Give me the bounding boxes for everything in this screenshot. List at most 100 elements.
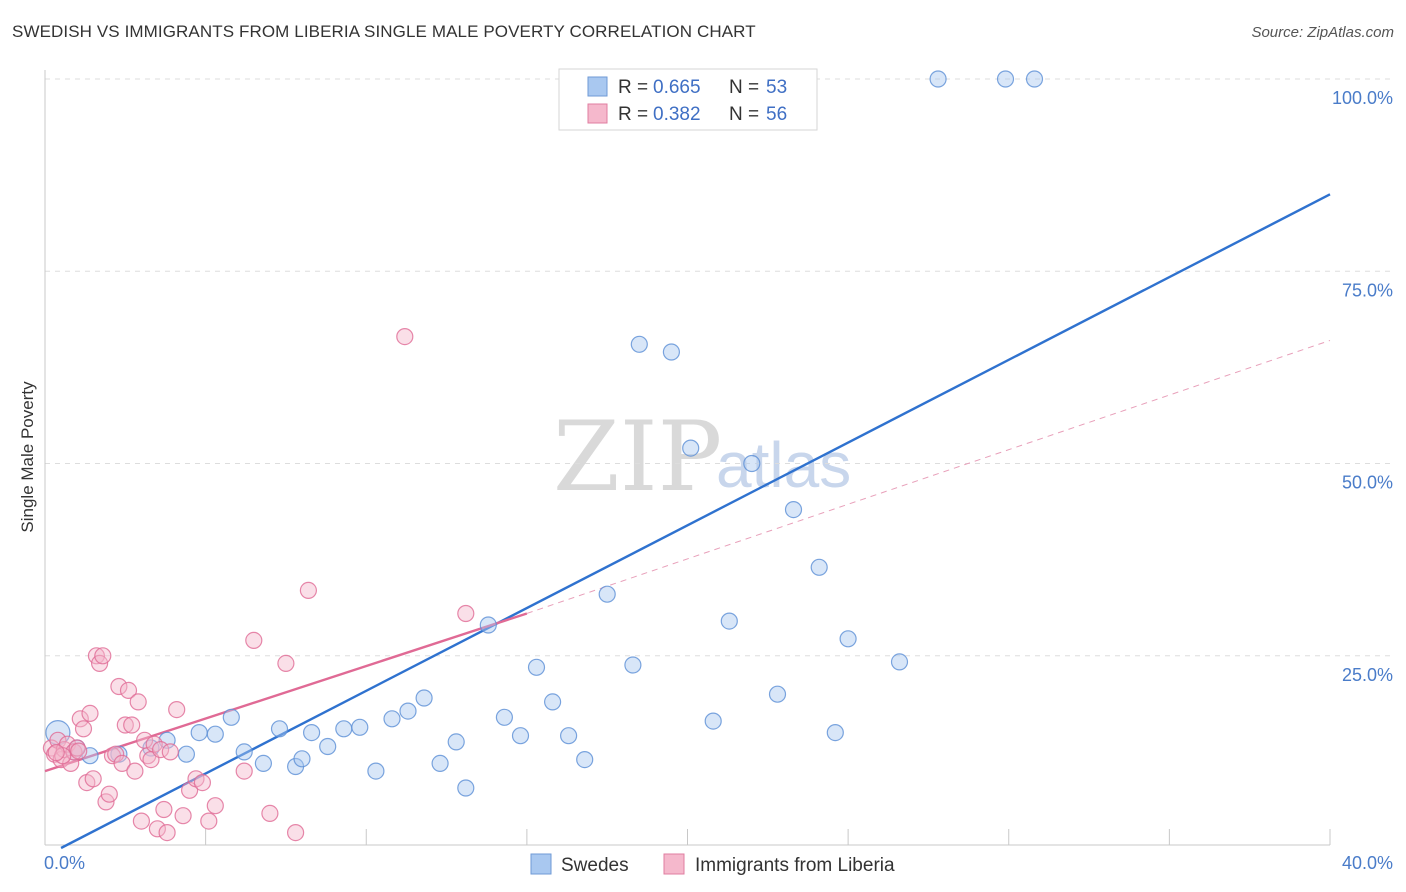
swedes-point-21 (415, 689, 433, 707)
swedes-point-23 (447, 733, 465, 751)
swedes-point-36 (682, 439, 700, 457)
swedes-point-19 (383, 710, 401, 728)
swedes-point-7 (190, 723, 208, 742)
liberia-point-39 (174, 807, 192, 825)
legend-n-label-liberia: N = (729, 104, 759, 125)
liberia-point-24 (119, 681, 138, 700)
legend-swatch-swedes (587, 76, 608, 97)
liberia-point-48 (277, 654, 295, 673)
liberia-point-54 (70, 742, 88, 760)
correlation-legend: R = 0.665 N = 53 R = 0.382 N = 56 (558, 68, 818, 131)
swedes-point-48 (929, 70, 947, 88)
swedes-point-45 (826, 723, 844, 742)
y-tick-label-100: 100.0% (1332, 88, 1393, 108)
y-tick-label-75: 75.0% (1342, 280, 1393, 300)
x-axis-ticks: 0.0% 40.0% (44, 829, 1393, 873)
liberia-point-16 (94, 647, 112, 665)
swedes-point-35 (662, 343, 681, 361)
swedes-point-33 (624, 656, 642, 674)
bottom-legend-label-swedes: Swedes (561, 855, 629, 876)
swedes-point-40 (743, 454, 761, 473)
swedes-point-18 (367, 762, 385, 780)
liberia-point-37 (161, 743, 179, 761)
swedes-point-12 (270, 720, 289, 738)
liberia-point-9 (71, 710, 89, 728)
swedes-point-8 (206, 725, 224, 743)
swedes-point-20 (399, 702, 417, 720)
swedes-point-28 (527, 658, 546, 676)
x-tick-label-0: 0.0% (44, 853, 85, 873)
legend-r-value-liberia: 0.382 (653, 104, 701, 125)
liberia-point-42 (193, 773, 211, 792)
y-axis-tick-labels: 25.0% 50.0% 75.0% 100.0% (1332, 88, 1393, 685)
swedes-point-17 (351, 718, 369, 736)
swedes-point-15 (319, 737, 337, 756)
y-axis-label: Single Male Poverty (18, 381, 37, 533)
liberia-point-43 (200, 812, 218, 830)
swedes-point-49 (996, 70, 1015, 88)
legend-n-label-swedes: N = (729, 77, 759, 98)
legend-swatch-liberia (587, 103, 608, 124)
liberia-point-45 (235, 762, 253, 780)
liberia-point-25 (123, 716, 141, 734)
data-points (42, 70, 1044, 842)
swedes-point-9 (222, 708, 240, 726)
swedes-point-51 (293, 750, 311, 768)
liberia-point-13 (84, 770, 102, 788)
y-tick-label-25: 25.0% (1342, 665, 1393, 685)
liberia-trend-extension (526, 339, 1331, 614)
liberia-point-47 (261, 804, 279, 823)
liberia-trend-line (44, 612, 528, 773)
watermark-atlas: atlas (716, 429, 851, 501)
liberia-point-12 (81, 704, 99, 723)
swedes-point-30 (559, 727, 578, 745)
swedes-point-16 (335, 720, 353, 738)
liberia-point-23 (116, 716, 134, 734)
swedes-point-42 (768, 685, 787, 703)
legend-r-label-liberia: R = (618, 104, 648, 125)
liberia-point-38 (168, 700, 186, 719)
legend-n-value-liberia: 56 (766, 104, 787, 125)
trend-lines (44, 193, 1331, 850)
liberia-point-27 (129, 693, 147, 711)
swedes-point-44 (810, 558, 828, 576)
liberia-point-20 (107, 745, 125, 763)
liberia-point-55 (47, 743, 65, 762)
liberia-point-49 (287, 823, 305, 842)
bottom-legend-label-liberia: Immigrants from Liberia (695, 855, 895, 876)
swedes-point-22 (431, 754, 449, 773)
swedes-point-27 (511, 727, 530, 745)
liberia-point-50 (299, 581, 317, 600)
swedes-point-46 (839, 630, 857, 648)
liberia-point-36 (158, 823, 176, 842)
swedes-point-47 (890, 653, 909, 671)
chart-title: SWEDISH VS IMMIGRANTS FROM LIBERIA SINGL… (12, 22, 756, 41)
swedes-trend-line (60, 193, 1331, 850)
swedes-point-32 (598, 585, 616, 603)
bottom-legend-swatch-liberia (663, 853, 685, 875)
legend-n-value-swedes: 53 (766, 77, 787, 98)
liberia-point-52 (457, 604, 475, 623)
swedes-point-39 (720, 612, 738, 630)
swedes-point-11 (254, 754, 272, 773)
liberia-point-51 (396, 328, 414, 346)
swedes-point-43 (784, 501, 803, 519)
swedes-point-6 (177, 745, 195, 763)
liberia-point-35 (155, 800, 173, 819)
liberia-point-21 (110, 677, 128, 696)
bottom-legend-swatch-swedes (530, 853, 552, 875)
swedes-point-29 (543, 693, 562, 711)
liberia-point-28 (132, 812, 150, 830)
series-legend: Swedes Immigrants from Liberia (530, 853, 895, 876)
liberia-point-44 (206, 797, 224, 815)
liberia-point-26 (126, 762, 144, 780)
legend-r-label-swedes: R = (618, 77, 648, 98)
swedes-point-25 (479, 616, 497, 634)
liberia-point-33 (148, 820, 166, 838)
swedes-point-38 (704, 712, 722, 730)
liberia-point-46 (245, 631, 263, 650)
grid-lines (45, 78, 1392, 657)
liberia-point-18 (100, 785, 118, 803)
swedes-point-31 (576, 750, 594, 769)
